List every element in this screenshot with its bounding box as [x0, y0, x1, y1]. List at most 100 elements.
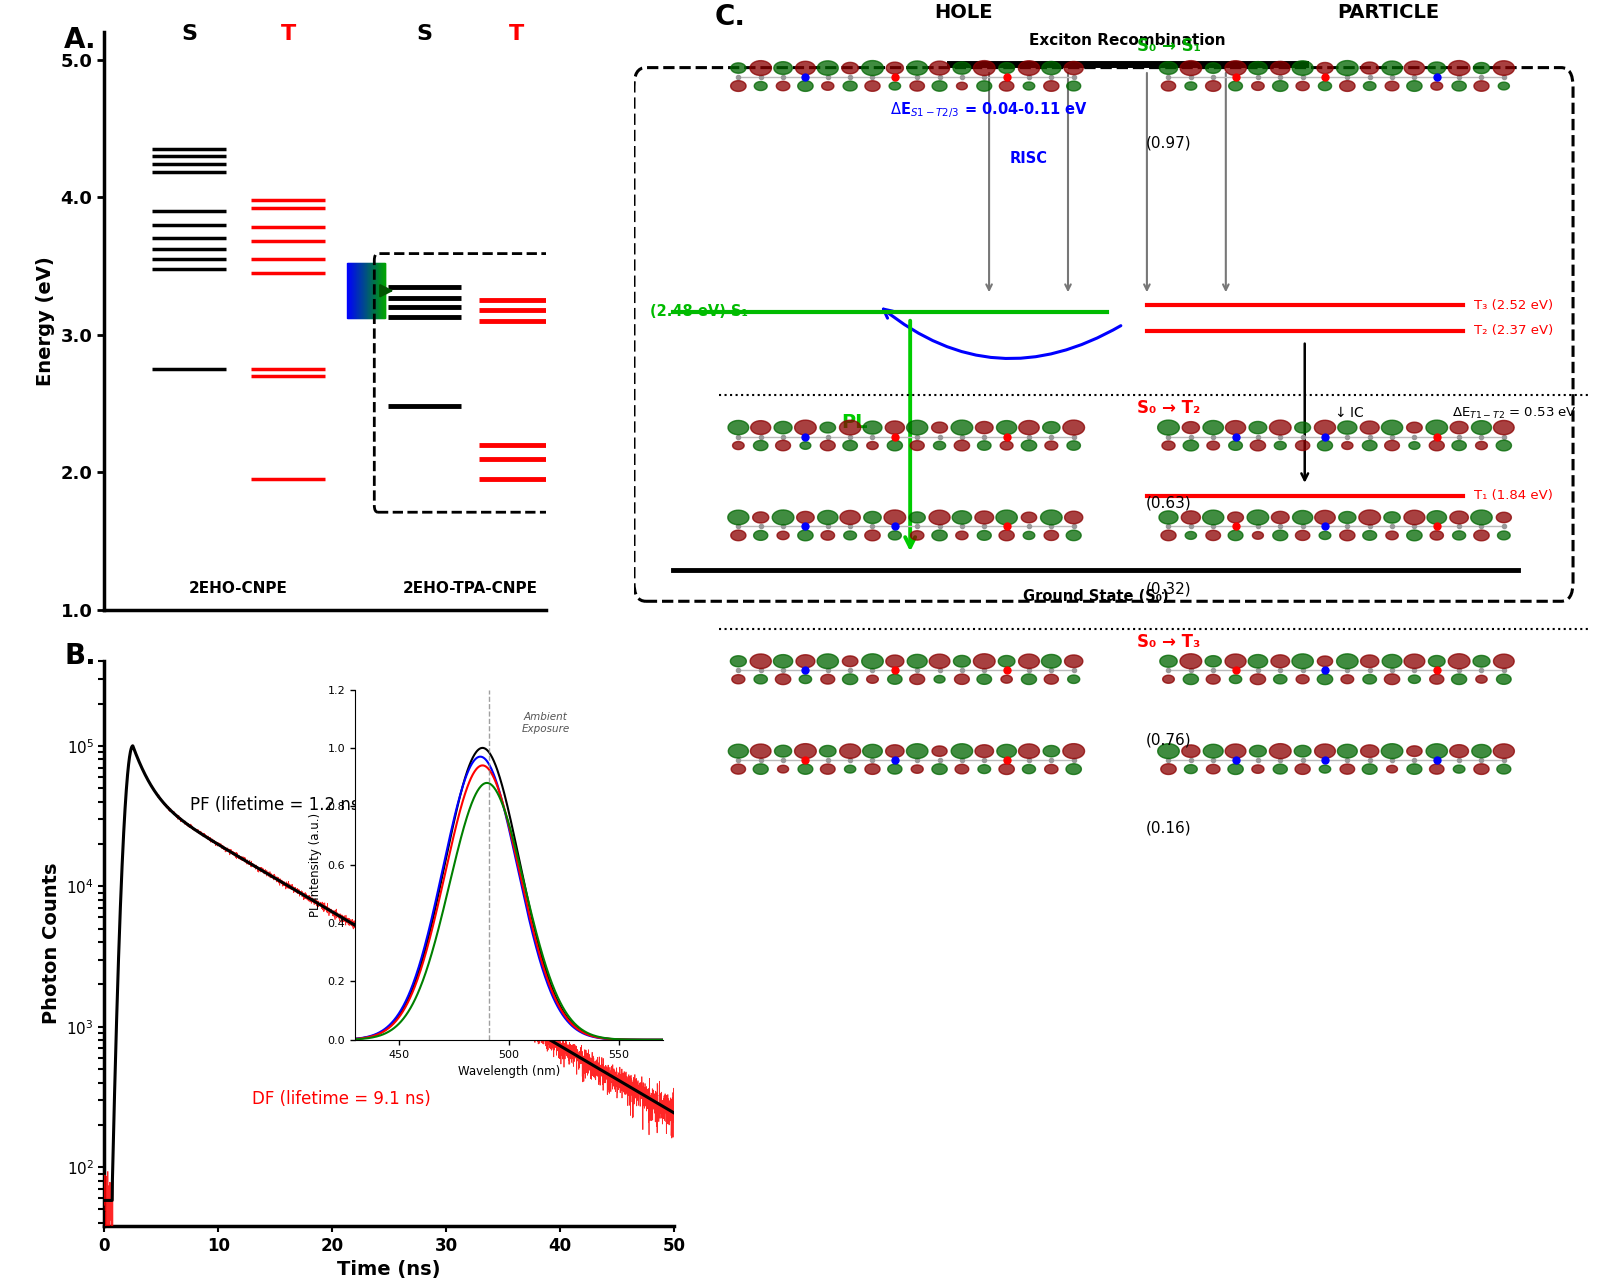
- Text: T: T: [509, 24, 523, 45]
- Polygon shape: [1207, 674, 1220, 684]
- Polygon shape: [1271, 655, 1290, 668]
- Polygon shape: [753, 440, 767, 451]
- Text: T₂ (2.37 eV): T₂ (2.37 eV): [1475, 324, 1554, 338]
- Polygon shape: [1473, 764, 1489, 774]
- Polygon shape: [1184, 532, 1197, 539]
- Polygon shape: [1205, 530, 1220, 541]
- Polygon shape: [843, 440, 857, 451]
- Text: S₀ → T₂: S₀ → T₂: [1136, 399, 1201, 417]
- Polygon shape: [1229, 81, 1242, 91]
- Polygon shape: [820, 764, 835, 774]
- Polygon shape: [1382, 743, 1403, 759]
- Polygon shape: [1063, 743, 1085, 759]
- Polygon shape: [929, 62, 950, 74]
- Polygon shape: [1427, 511, 1446, 524]
- Polygon shape: [796, 511, 814, 524]
- Polygon shape: [750, 654, 772, 669]
- Polygon shape: [1339, 511, 1356, 524]
- Text: S₀ → S₁: S₀ → S₁: [1136, 37, 1201, 55]
- Polygon shape: [1425, 420, 1448, 435]
- Polygon shape: [1493, 60, 1515, 76]
- Polygon shape: [862, 745, 883, 758]
- Polygon shape: [1000, 81, 1014, 91]
- Polygon shape: [1064, 511, 1083, 524]
- Polygon shape: [977, 530, 992, 541]
- Polygon shape: [1387, 765, 1398, 773]
- Polygon shape: [1340, 81, 1355, 91]
- Polygon shape: [1045, 530, 1059, 541]
- Polygon shape: [844, 532, 857, 539]
- Polygon shape: [730, 656, 746, 666]
- Polygon shape: [844, 765, 855, 773]
- Polygon shape: [1270, 743, 1290, 759]
- Polygon shape: [1229, 440, 1242, 451]
- Polygon shape: [1184, 765, 1197, 773]
- Text: Ground State (S₀): Ground State (S₀): [1022, 588, 1168, 603]
- Polygon shape: [998, 63, 1014, 73]
- Polygon shape: [775, 440, 791, 451]
- Polygon shape: [1205, 656, 1221, 666]
- Polygon shape: [934, 675, 945, 683]
- Polygon shape: [888, 530, 902, 541]
- Polygon shape: [1427, 743, 1448, 759]
- Polygon shape: [1162, 440, 1175, 451]
- Text: PF (lifetime = 1.2 ns): PF (lifetime = 1.2 ns): [189, 796, 366, 814]
- Polygon shape: [977, 674, 992, 684]
- Polygon shape: [865, 81, 880, 91]
- Polygon shape: [1067, 440, 1080, 451]
- Polygon shape: [1247, 510, 1270, 525]
- X-axis label: Time (ns): Time (ns): [337, 1260, 441, 1279]
- Polygon shape: [1406, 746, 1422, 756]
- Polygon shape: [1292, 511, 1313, 524]
- Polygon shape: [843, 674, 857, 684]
- Text: C.: C.: [714, 3, 745, 31]
- Polygon shape: [753, 512, 769, 523]
- Text: S₀ → T₃: S₀ → T₃: [1136, 633, 1201, 651]
- Polygon shape: [1043, 421, 1059, 434]
- Polygon shape: [1183, 440, 1199, 451]
- Polygon shape: [1252, 532, 1263, 539]
- Polygon shape: [1337, 60, 1358, 76]
- Polygon shape: [998, 656, 1014, 666]
- Text: DF (lifetime = 9.1 ns): DF (lifetime = 9.1 ns): [252, 1090, 432, 1108]
- Polygon shape: [1184, 82, 1197, 90]
- Polygon shape: [1204, 420, 1223, 435]
- Polygon shape: [1449, 511, 1469, 524]
- Polygon shape: [1385, 81, 1400, 91]
- Polygon shape: [754, 674, 767, 684]
- Polygon shape: [796, 655, 815, 668]
- Text: A.: A.: [64, 26, 96, 54]
- Polygon shape: [1019, 743, 1040, 759]
- Polygon shape: [750, 60, 772, 76]
- Polygon shape: [1295, 422, 1311, 433]
- Polygon shape: [1337, 654, 1358, 669]
- Text: B.: B.: [64, 642, 96, 670]
- Polygon shape: [910, 530, 924, 541]
- Polygon shape: [1249, 421, 1266, 434]
- Polygon shape: [1448, 654, 1470, 669]
- Polygon shape: [1295, 764, 1310, 774]
- Polygon shape: [1494, 654, 1514, 669]
- Polygon shape: [1406, 422, 1422, 433]
- Polygon shape: [953, 655, 971, 668]
- Polygon shape: [1250, 745, 1266, 758]
- Polygon shape: [1042, 655, 1061, 668]
- Polygon shape: [1181, 745, 1201, 758]
- Polygon shape: [1314, 743, 1335, 759]
- Polygon shape: [908, 512, 926, 523]
- Polygon shape: [1274, 674, 1287, 684]
- Polygon shape: [1043, 746, 1059, 756]
- Polygon shape: [843, 63, 859, 73]
- Polygon shape: [754, 530, 767, 541]
- Polygon shape: [798, 764, 812, 774]
- Polygon shape: [1363, 440, 1377, 451]
- Polygon shape: [955, 440, 969, 451]
- Text: $\Delta$E$_{T1-T2}$ = 0.53 eV: $\Delta$E$_{T1-T2}$ = 0.53 eV: [1453, 406, 1578, 421]
- Polygon shape: [1250, 674, 1266, 684]
- Polygon shape: [1314, 420, 1335, 435]
- Polygon shape: [751, 743, 770, 759]
- Polygon shape: [820, 746, 836, 756]
- Polygon shape: [772, 510, 794, 525]
- Polygon shape: [929, 654, 950, 669]
- FancyBboxPatch shape: [634, 68, 1573, 601]
